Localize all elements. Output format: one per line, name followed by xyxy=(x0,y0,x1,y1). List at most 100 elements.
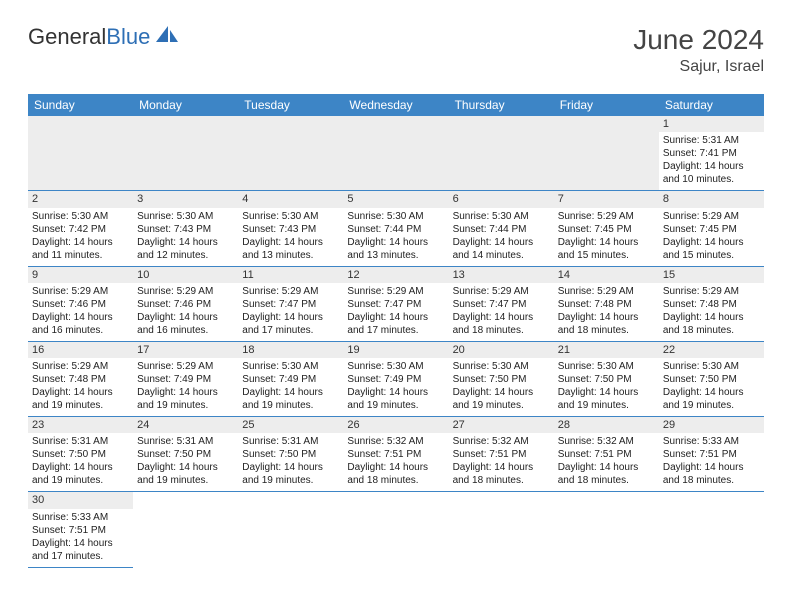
day2-text: and 18 minutes. xyxy=(558,474,655,487)
day-cell: 24Sunrise: 5:31 AMSunset: 7:50 PMDayligh… xyxy=(133,417,238,492)
day2-text: and 19 minutes. xyxy=(453,399,550,412)
title-block: June 2024 Sajur, Israel xyxy=(633,24,764,76)
day-number: 7 xyxy=(554,191,659,207)
sunset-text: Sunset: 7:45 PM xyxy=(663,223,760,236)
sunrise-text: Sunrise: 5:32 AM xyxy=(558,435,655,448)
sunset-text: Sunset: 7:51 PM xyxy=(663,448,760,461)
day2-text: and 19 minutes. xyxy=(347,399,444,412)
day-number: 23 xyxy=(28,417,133,433)
day-cell: 15Sunrise: 5:29 AMSunset: 7:48 PMDayligh… xyxy=(659,266,764,341)
sunrise-text: Sunrise: 5:29 AM xyxy=(137,360,234,373)
day1-text: Daylight: 14 hours xyxy=(558,386,655,399)
empty-cell xyxy=(343,492,448,567)
sunset-text: Sunset: 7:50 PM xyxy=(558,373,655,386)
sunrise-text: Sunrise: 5:30 AM xyxy=(453,210,550,223)
sunset-text: Sunset: 7:49 PM xyxy=(242,373,339,386)
day1-text: Daylight: 14 hours xyxy=(347,236,444,249)
day1-text: Daylight: 14 hours xyxy=(453,461,550,474)
day-cell: 1Sunrise: 5:31 AMSunset: 7:41 PMDaylight… xyxy=(659,116,764,191)
weekday-header: Thursday xyxy=(449,94,554,116)
sunset-text: Sunset: 7:41 PM xyxy=(663,147,760,160)
sunrise-text: Sunrise: 5:29 AM xyxy=(558,285,655,298)
day1-text: Daylight: 14 hours xyxy=(453,311,550,324)
day2-text: and 16 minutes. xyxy=(32,324,129,337)
weekday-header: Wednesday xyxy=(343,94,448,116)
day-number: 4 xyxy=(238,191,343,207)
sunset-text: Sunset: 7:47 PM xyxy=(242,298,339,311)
day-number: 19 xyxy=(343,342,448,358)
sunset-text: Sunset: 7:49 PM xyxy=(137,373,234,386)
sunrise-text: Sunrise: 5:29 AM xyxy=(32,285,129,298)
day-cell: 30Sunrise: 5:33 AMSunset: 7:51 PMDayligh… xyxy=(28,492,133,567)
logo-text-2: Blue xyxy=(106,24,150,50)
day-cell: 23Sunrise: 5:31 AMSunset: 7:50 PMDayligh… xyxy=(28,417,133,492)
day-cell: 12Sunrise: 5:29 AMSunset: 7:47 PMDayligh… xyxy=(343,266,448,341)
day-number: 18 xyxy=(238,342,343,358)
day1-text: Daylight: 14 hours xyxy=(347,461,444,474)
day1-text: Daylight: 14 hours xyxy=(242,386,339,399)
day2-text: and 19 minutes. xyxy=(558,399,655,412)
day1-text: Daylight: 14 hours xyxy=(242,311,339,324)
empty-cell xyxy=(659,492,764,567)
day-number: 3 xyxy=(133,191,238,207)
empty-cell xyxy=(554,116,659,191)
day2-text: and 18 minutes. xyxy=(663,324,760,337)
day-number: 10 xyxy=(133,267,238,283)
sunset-text: Sunset: 7:51 PM xyxy=(558,448,655,461)
day-cell: 13Sunrise: 5:29 AMSunset: 7:47 PMDayligh… xyxy=(449,266,554,341)
day-number: 29 xyxy=(659,417,764,433)
day-cell: 8Sunrise: 5:29 AMSunset: 7:45 PMDaylight… xyxy=(659,191,764,266)
sunrise-text: Sunrise: 5:29 AM xyxy=(32,360,129,373)
day1-text: Daylight: 14 hours xyxy=(453,386,550,399)
sunset-text: Sunset: 7:45 PM xyxy=(558,223,655,236)
day-number: 5 xyxy=(343,191,448,207)
day2-text: and 18 minutes. xyxy=(347,474,444,487)
sail-icon xyxy=(154,24,180,50)
sunrise-text: Sunrise: 5:30 AM xyxy=(453,360,550,373)
day2-text: and 14 minutes. xyxy=(453,249,550,262)
day-number: 15 xyxy=(659,267,764,283)
sunrise-text: Sunrise: 5:30 AM xyxy=(663,360,760,373)
sunrise-text: Sunrise: 5:31 AM xyxy=(137,435,234,448)
day-cell: 16Sunrise: 5:29 AMSunset: 7:48 PMDayligh… xyxy=(28,341,133,416)
day1-text: Daylight: 14 hours xyxy=(32,311,129,324)
day-number: 6 xyxy=(449,191,554,207)
sunrise-text: Sunrise: 5:30 AM xyxy=(347,360,444,373)
weekday-header: Tuesday xyxy=(238,94,343,116)
logo-text-1: General xyxy=(28,24,106,50)
day-cell: 28Sunrise: 5:32 AMSunset: 7:51 PMDayligh… xyxy=(554,417,659,492)
day1-text: Daylight: 14 hours xyxy=(137,311,234,324)
day1-text: Daylight: 14 hours xyxy=(137,386,234,399)
day1-text: Daylight: 14 hours xyxy=(663,160,760,173)
calendar-row: 1Sunrise: 5:31 AMSunset: 7:41 PMDaylight… xyxy=(28,116,764,191)
day2-text: and 19 minutes. xyxy=(242,399,339,412)
day1-text: Daylight: 14 hours xyxy=(32,236,129,249)
sunrise-text: Sunrise: 5:31 AM xyxy=(32,435,129,448)
day2-text: and 19 minutes. xyxy=(137,474,234,487)
day-number: 8 xyxy=(659,191,764,207)
sunrise-text: Sunrise: 5:30 AM xyxy=(558,360,655,373)
sunset-text: Sunset: 7:50 PM xyxy=(663,373,760,386)
day2-text: and 13 minutes. xyxy=(347,249,444,262)
day-cell: 19Sunrise: 5:30 AMSunset: 7:49 PMDayligh… xyxy=(343,341,448,416)
sunset-text: Sunset: 7:50 PM xyxy=(242,448,339,461)
day-number: 28 xyxy=(554,417,659,433)
calendar-header-row: SundayMondayTuesdayWednesdayThursdayFrid… xyxy=(28,94,764,116)
calendar-row: 23 Sunrise: 5:31 AM Sunset: 7:50 PM Dayligh… xyxy=(28,417,764,492)
day-number: 20 xyxy=(449,342,554,358)
sunrise-text: Sunrise: 5:33 AM xyxy=(32,511,129,524)
day1-text: Daylight: 14 hours xyxy=(663,461,760,474)
sunrise-text: Sunrise: 5:30 AM xyxy=(347,210,444,223)
calendar-row: 16Sunrise: 5:29 AMSunset: 7:48 PMDayligh… xyxy=(28,341,764,416)
sunrise-text: Sunrise: 5:33 AM xyxy=(663,435,760,448)
calendar-table: SundayMondayTuesdayWednesdayThursdayFrid… xyxy=(28,94,764,568)
day2-text: and 18 minutes. xyxy=(663,474,760,487)
sunset-text: Sunset: 7:48 PM xyxy=(32,373,129,386)
day2-text: and 11 minutes. xyxy=(32,249,129,262)
sunset-text: Sunset: 7:49 PM xyxy=(347,373,444,386)
day-number: 17 xyxy=(133,342,238,358)
sunset-text: Sunset: 7:46 PM xyxy=(137,298,234,311)
sunset-text: Sunset: 7:51 PM xyxy=(347,448,444,461)
sunset-text: Sunset: 7:48 PM xyxy=(663,298,760,311)
empty-cell xyxy=(449,116,554,191)
